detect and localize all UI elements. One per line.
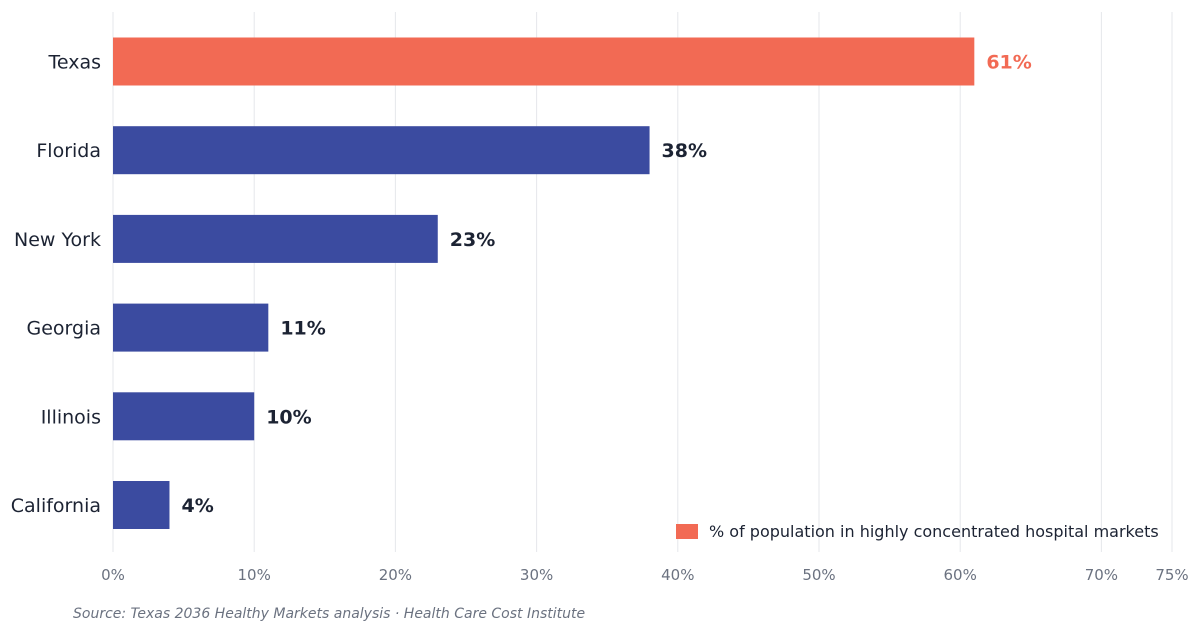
x-tick-label: 50%	[802, 566, 835, 584]
bar	[113, 37, 975, 86]
data-label: 4%	[181, 495, 213, 517]
category-label: Georgia	[27, 318, 102, 340]
x-tick-label: 30%	[520, 566, 553, 584]
bar	[113, 214, 438, 263]
bar	[113, 481, 170, 529]
data-label: 11%	[280, 318, 325, 340]
x-tick-label: 60%	[944, 566, 977, 584]
category-label: Texas	[47, 52, 101, 74]
bar	[113, 392, 255, 441]
legend-label: % of population in highly concentrated h…	[709, 522, 1159, 541]
x-tick-label: 0%	[101, 566, 125, 584]
source-note: Source: Texas 2036 Healthy Markets analy…	[73, 606, 586, 622]
data-label: 61%	[986, 52, 1031, 74]
x-tick-label: 20%	[379, 566, 412, 584]
x-tick-label: 70%	[1085, 566, 1118, 584]
x-tick-label: 75%	[1155, 566, 1188, 584]
category-label: California	[11, 495, 101, 517]
category-label: Illinois	[41, 406, 101, 428]
bar	[113, 303, 269, 352]
bar	[113, 126, 650, 175]
x-tick-label: 10%	[238, 566, 271, 584]
data-label: 10%	[266, 406, 311, 428]
x-tick-label: 40%	[661, 566, 694, 584]
legend-swatch	[676, 524, 698, 539]
data-label: 38%	[662, 140, 707, 162]
data-label: 23%	[450, 229, 495, 251]
category-label: Florida	[36, 140, 101, 162]
category-label: New York	[14, 229, 101, 251]
